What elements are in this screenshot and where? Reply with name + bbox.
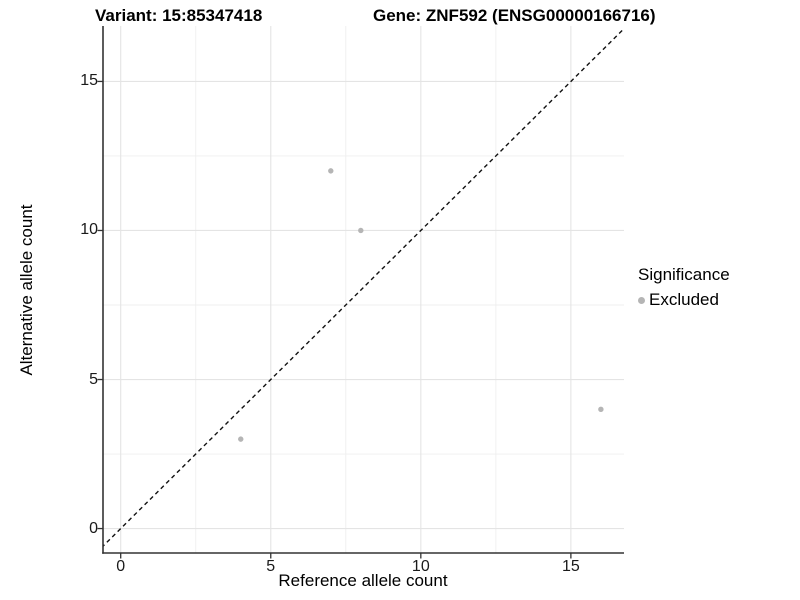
- y-tick-label: 10: [80, 221, 98, 239]
- y-axis-title: Alternative allele count: [17, 204, 36, 376]
- legend: Significance Excluded: [638, 265, 730, 310]
- data-point: [358, 227, 364, 234]
- identity-line: [103, 27, 624, 548]
- legend-item-label: Excluded: [649, 290, 719, 309]
- legend-title: Significance: [638, 265, 730, 284]
- data-point: [598, 406, 604, 413]
- x-tick-label: 15: [561, 558, 580, 575]
- y-tick-label: 15: [80, 72, 98, 90]
- y-tick-label: 5: [89, 370, 98, 388]
- x-tick-label: 5: [266, 558, 276, 575]
- x-axis-title: Reference allele count: [278, 571, 448, 590]
- x-tick-label: 0: [116, 558, 126, 575]
- plot-title-variant: Variant: 15:85347418: [95, 6, 263, 25]
- data-point: [238, 436, 244, 442]
- y-tick-label: 0: [89, 519, 98, 537]
- plot-title-gene: Gene: ZNF592 (ENSG00000166716): [373, 6, 656, 25]
- x-tick-label: 10: [411, 558, 430, 575]
- legend-item-excluded: Excluded: [638, 290, 730, 310]
- data-point: [328, 168, 334, 174]
- legend-point-swatch: [638, 296, 645, 304]
